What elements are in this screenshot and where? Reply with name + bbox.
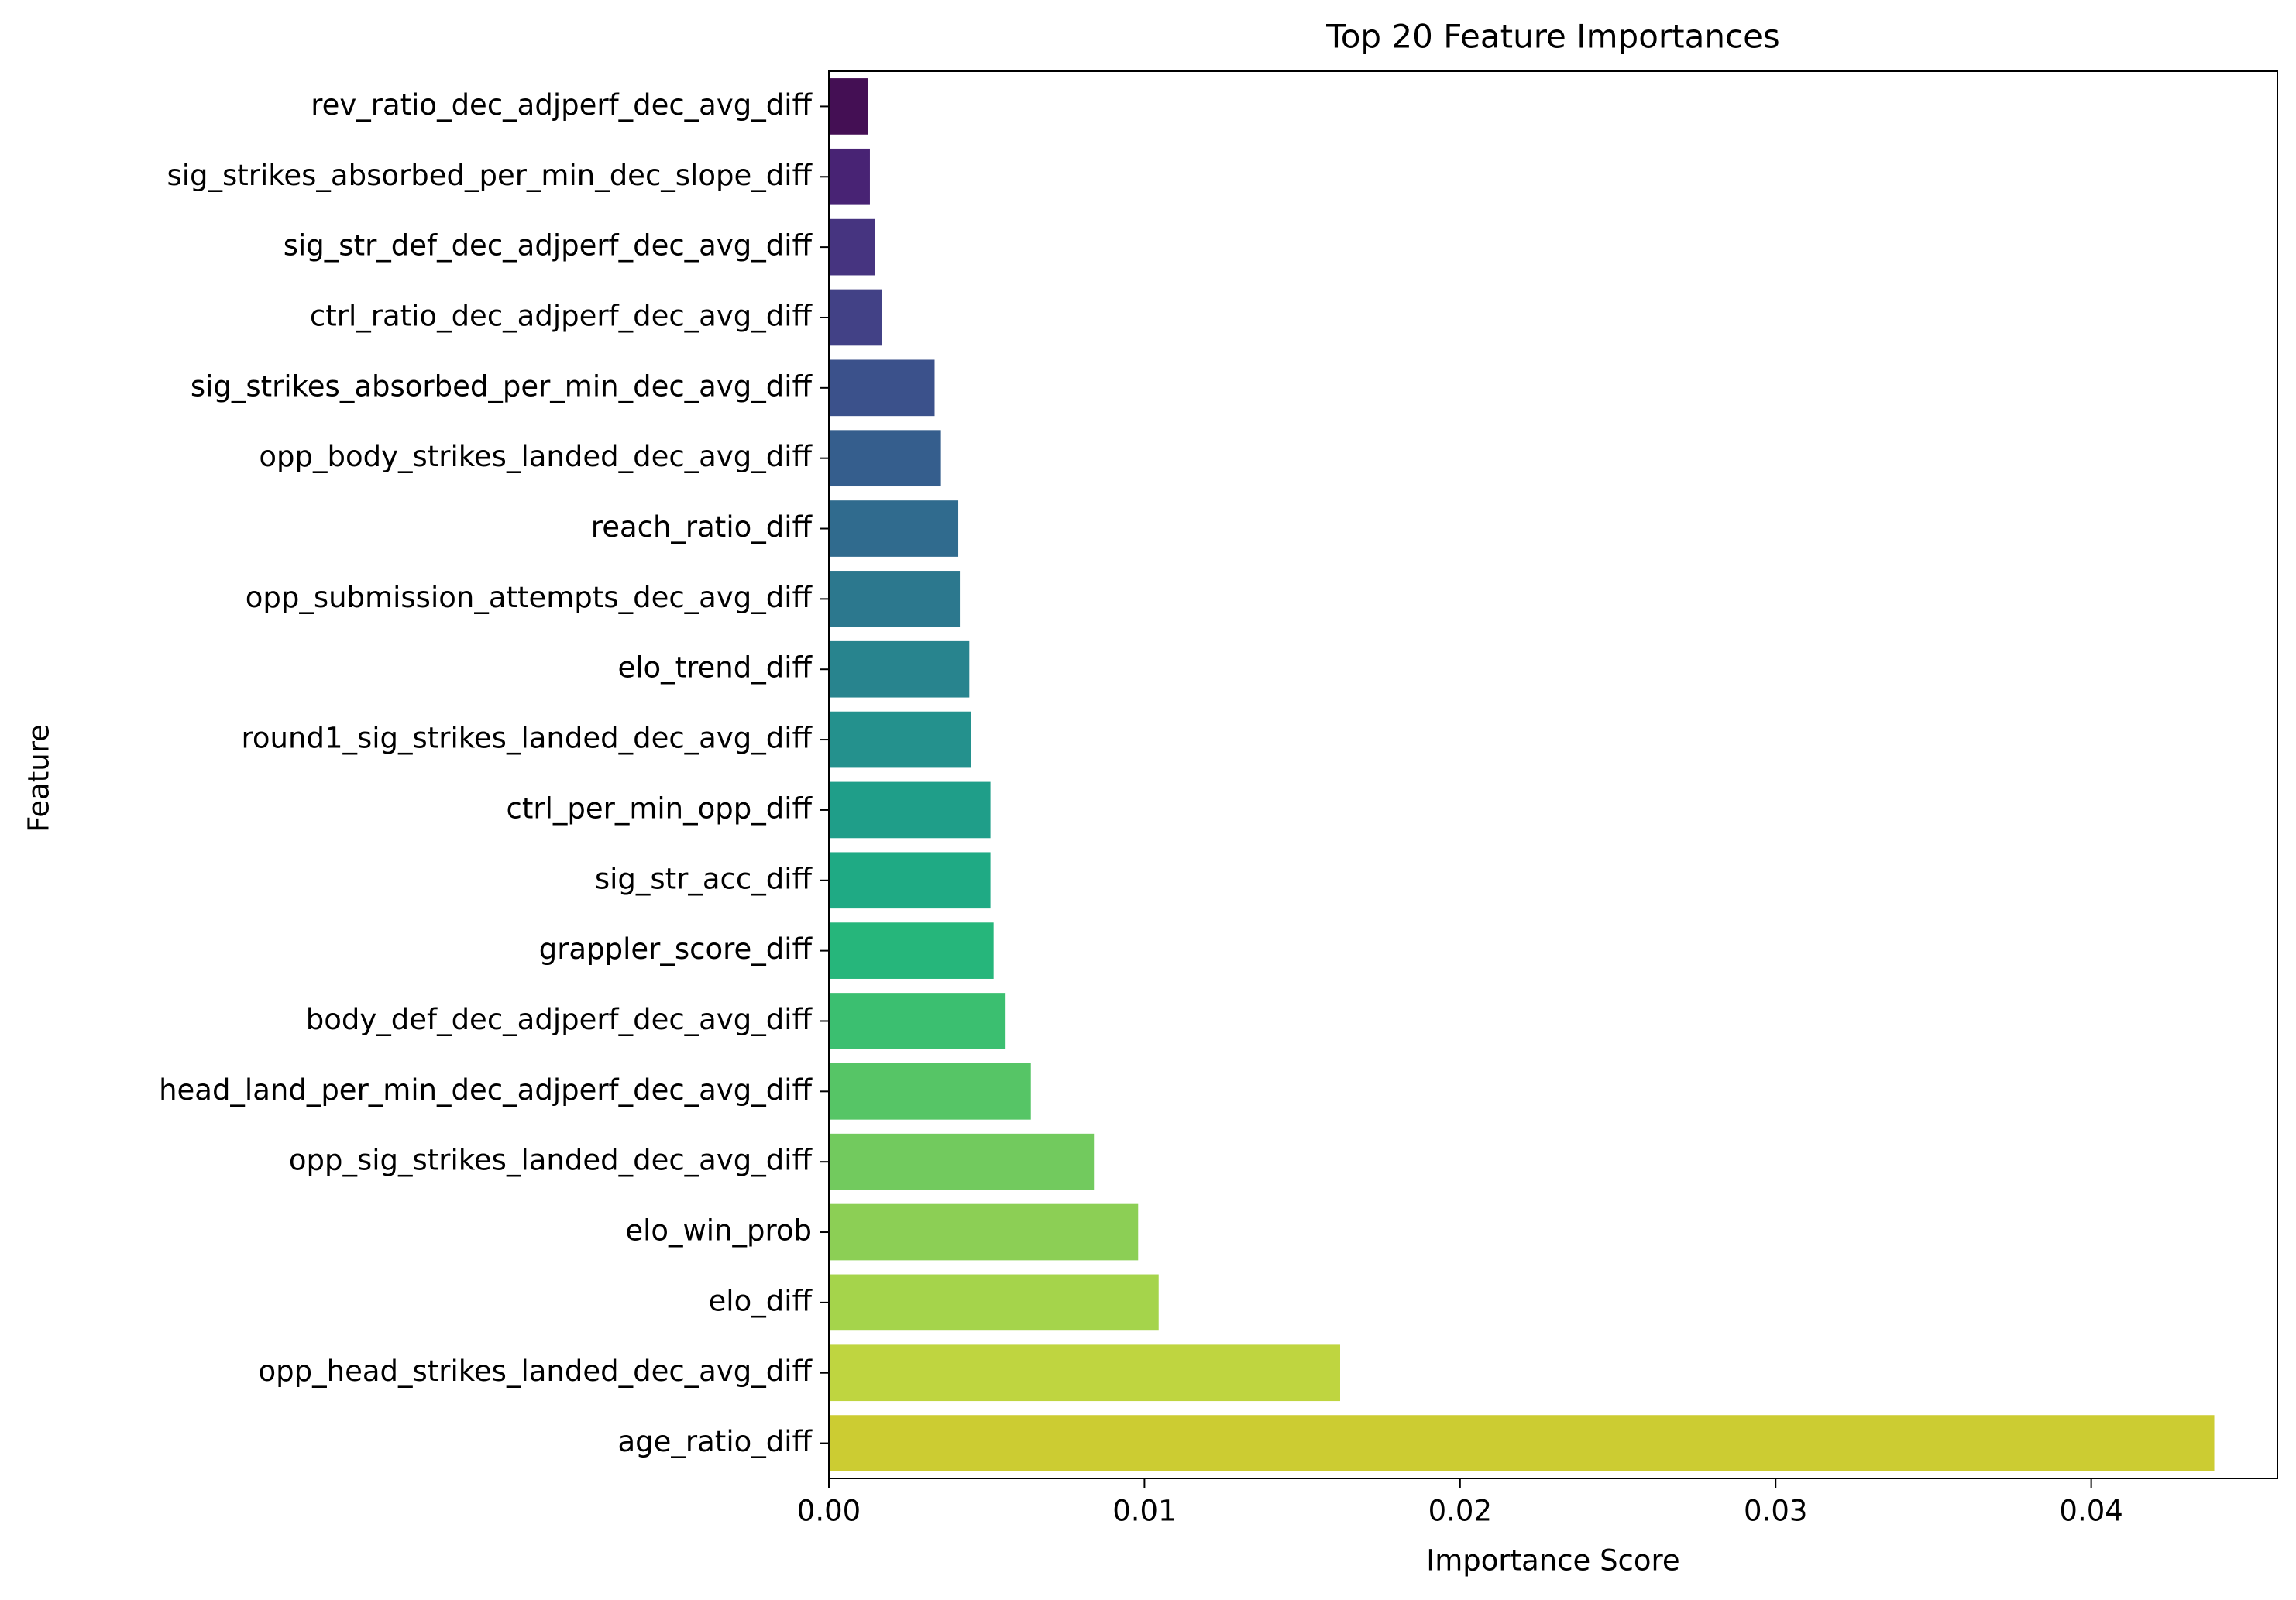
bar-grappler_score_diff — [829, 922, 994, 979]
bar-opp_head_strikes_landed_dec_avg_diff — [829, 1344, 1340, 1402]
bar-sig_strikes_absorbed_per_min_dec_avg_diff — [829, 359, 935, 417]
y-tick-label: opp_submission_attempts_dec_avg_diff — [246, 581, 813, 614]
bar-ctrl_ratio_dec_adjperf_dec_avg_diff — [829, 289, 882, 346]
bar-rev_ratio_dec_adjperf_dec_avg_diff — [829, 78, 868, 135]
bar-sig_str_acc_diff — [829, 852, 991, 909]
x-tick-label: 0.02 — [1428, 1495, 1492, 1528]
y-tick-label: sig_str_def_dec_adjperf_dec_avg_diff — [284, 229, 813, 263]
y-tick-label: ctrl_per_min_opp_diff — [507, 791, 813, 825]
y-tick-label: reach_ratio_diff — [591, 510, 813, 544]
x-tick-label: 0.03 — [1744, 1495, 1807, 1528]
chart-title: Top 20 Feature Importances — [1325, 18, 1780, 56]
x-axis-label: Importance Score — [1426, 1544, 1679, 1578]
bars-group — [829, 78, 2215, 1471]
bar-opp_submission_attempts_dec_avg_diff — [829, 571, 961, 627]
x-tick-label: 0.01 — [1112, 1495, 1176, 1528]
bar-ctrl_per_min_opp_diff — [829, 781, 991, 839]
bar-elo_win_prob — [829, 1203, 1139, 1261]
y-tick-label: opp_sig_strikes_landed_dec_avg_diff — [289, 1144, 813, 1177]
bar-reach_ratio_diff — [829, 500, 959, 557]
bar-opp_sig_strikes_landed_dec_avg_diff — [829, 1133, 1095, 1190]
bar-round1_sig_strikes_landed_dec_avg_diff — [829, 711, 971, 768]
y-tick-label: sig_str_acc_diff — [595, 862, 813, 895]
bar-body_def_dec_adjperf_dec_avg_diff — [829, 993, 1006, 1049]
x-tick-label: 0.00 — [797, 1495, 861, 1528]
y-tick-label: body_def_dec_adjperf_dec_avg_diff — [306, 1003, 813, 1036]
y-axis-label: Feature — [22, 724, 56, 833]
bar-age_ratio_diff — [829, 1415, 2215, 1471]
y-tick-label: sig_strikes_absorbed_per_min_dec_slope_d… — [167, 159, 813, 192]
bar-elo_trend_diff — [829, 640, 970, 698]
bar-head_land_per_min_dec_adjperf_dec_avg_diff — [829, 1063, 1031, 1120]
bar-sig_strikes_absorbed_per_min_dec_slope_diff — [829, 148, 870, 205]
y-tick-label: age_ratio_diff — [618, 1425, 813, 1458]
bar-sig_str_def_dec_adjperf_dec_avg_diff — [829, 218, 875, 276]
y-tick-label: sig_strikes_absorbed_per_min_dec_avg_dif… — [191, 369, 813, 403]
y-tick-label: ctrl_ratio_dec_adjperf_dec_avg_diff — [310, 299, 813, 332]
y-tick-label: rev_ratio_dec_adjperf_dec_avg_diff — [311, 88, 813, 122]
y-tick-label: round1_sig_strikes_landed_dec_avg_diff — [242, 722, 813, 755]
bar-elo_diff — [829, 1274, 1159, 1331]
y-tick-label: opp_head_strikes_landed_dec_avg_diff — [259, 1355, 813, 1388]
y-tick-label: elo_diff — [709, 1284, 813, 1317]
y-tick-label: grappler_score_diff — [539, 932, 813, 966]
y-tick-label: opp_body_strikes_landed_dec_avg_diff — [259, 440, 813, 473]
plot-frame — [828, 70, 2278, 1479]
bar-opp_body_strikes_landed_dec_avg_diff — [829, 430, 941, 487]
x-axis-ticks: 0.00 0.01 0.02 0.03 0.04 — [797, 1478, 2123, 1528]
y-tick-label: elo_trend_diff — [617, 651, 813, 685]
y-axis-ticks: rev_ratio_dec_adjperf_dec_avg_diff sig_st… — [159, 88, 829, 1458]
x-tick-label: 0.04 — [2059, 1495, 2122, 1528]
y-tick-label: head_land_per_min_dec_adjperf_dec_avg_di… — [159, 1073, 813, 1107]
y-tick-label: elo_win_prob — [625, 1214, 812, 1248]
